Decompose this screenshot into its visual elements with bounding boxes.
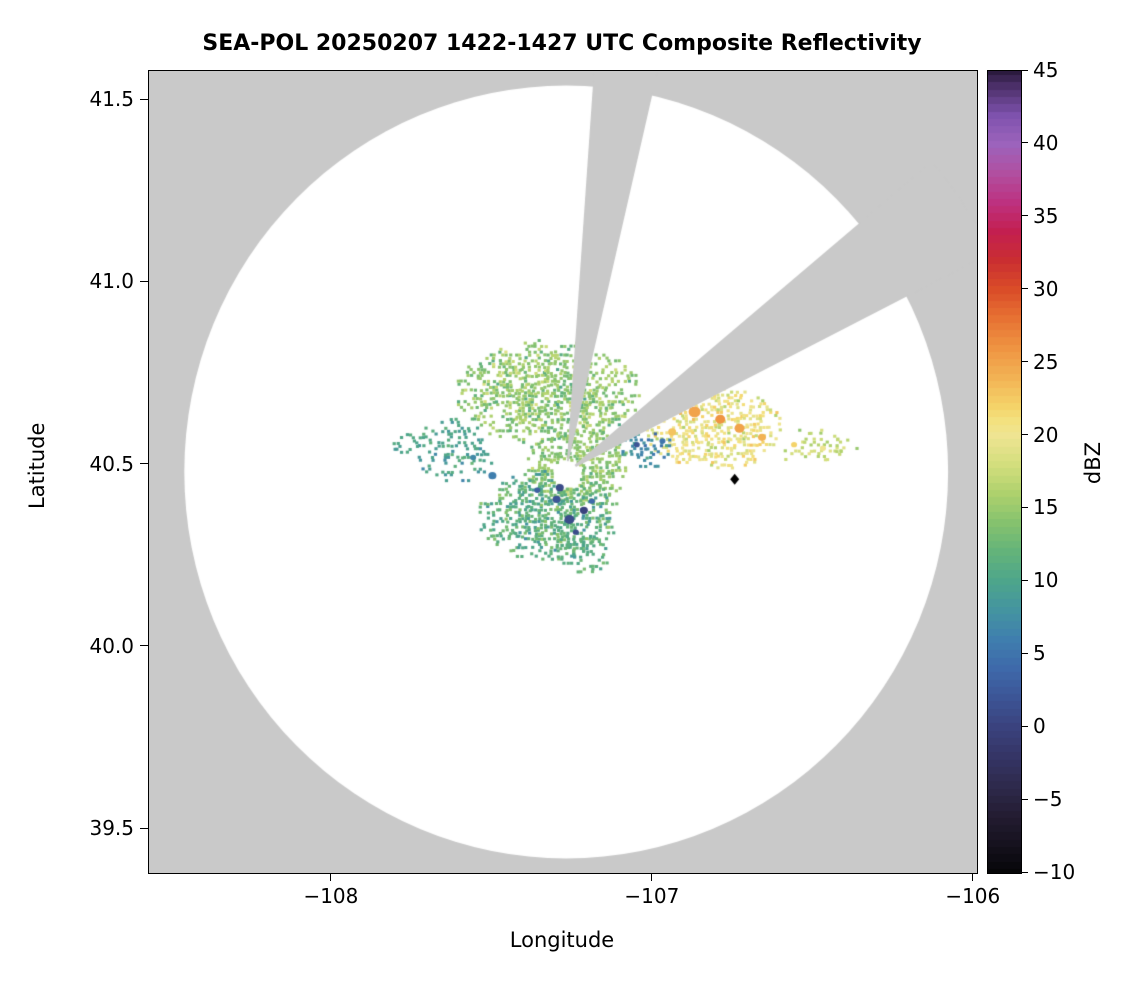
colorbar-tick-mark [1021,288,1028,290]
colorbar-tick-mark [1021,69,1028,71]
colorbar-tick-label: 45 [1033,58,1059,82]
x-tick-label: −106 [945,884,1001,908]
y-tick-label: 41.0 [89,269,134,294]
chart-title: SEA-POL 20250207 1422-1427 UTC Composite… [202,31,922,56]
colorbar-tick-label: 5 [1033,641,1046,666]
radar-image-canvas [149,71,977,873]
y-tick-label: 40.0 [89,633,134,658]
x-tick-mark [330,873,332,881]
x-tick-label: −107 [624,884,680,908]
colorbar-tick-mark [1021,798,1028,800]
colorbar-tick-label: 30 [1033,276,1059,301]
colorbar-tick-label: −5 [1033,787,1063,812]
x-axis-label: Longitude [509,928,615,952]
colorbar-tick-mark [1021,215,1028,217]
colorbar-tick-label: 15 [1033,495,1059,520]
y-tick-label: 41.5 [89,87,134,112]
colorbar-tick-label: 10 [1033,568,1059,593]
colorbar-tick-label: 0 [1033,714,1046,739]
colorbar-label: dBZ [1081,441,1105,485]
colorbar-tick-mark [1021,434,1028,436]
colorbar-tick-label: 20 [1033,422,1059,447]
plot-area [148,70,978,874]
x-tick-label: −108 [303,884,359,908]
colorbar-tick-mark [1021,725,1028,727]
y-tick-mark [140,827,148,829]
x-tick-mark [972,873,974,881]
y-tick-label: 39.5 [89,816,134,841]
colorbar-tick-label: 35 [1033,203,1059,228]
colorbar-tick-mark [1021,361,1028,363]
y-tick-mark [140,463,148,465]
colorbar-tick-mark [1021,142,1028,144]
y-tick-mark [140,280,148,282]
colorbar-tick-label: 40 [1033,130,1059,155]
colorbar-tick-mark [1021,652,1028,654]
colorbar-tick-label: 25 [1033,349,1059,374]
x-tick-mark [651,873,653,881]
colorbar-tick-mark [1021,579,1028,581]
colorbar-tick-mark [1021,871,1028,873]
y-axis-label: Latitude [25,422,49,509]
colorbar-tick-mark [1021,506,1028,508]
y-tick-mark [140,98,148,100]
colorbar-tick-label: −10 [1033,860,1076,884]
y-tick-mark [140,645,148,647]
y-tick-label: 40.5 [89,451,134,476]
colorbar-canvas [988,71,1021,873]
colorbar [987,70,1022,874]
